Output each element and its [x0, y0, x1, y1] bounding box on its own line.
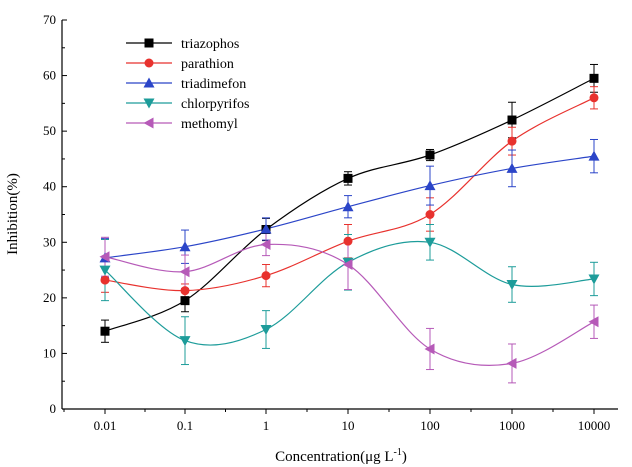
x-tick-label: 1 [263, 418, 270, 433]
data-point-triangle [260, 239, 271, 251]
data-point-triangle [260, 325, 272, 336]
data-point-triangle [99, 265, 111, 276]
data-point-circle [144, 58, 154, 68]
y-tick-label: 30 [43, 234, 56, 249]
x-axis-title: Concentration(μg L-1) [275, 447, 407, 465]
x-tick-label: 10000 [578, 418, 611, 433]
y-axis-title: Inhibition(%) [5, 173, 21, 255]
error-bars [101, 63, 598, 384]
data-point-triangle [143, 77, 155, 88]
data-point-triangle [179, 336, 191, 347]
data-point-square [180, 296, 190, 306]
x-tick-label: 0.01 [94, 418, 117, 433]
data-point-triangle [143, 117, 154, 129]
data-point-triangle [424, 237, 436, 248]
data-point-circle [343, 236, 353, 246]
data-point-triangle [424, 180, 436, 191]
x-axis-title-main: Concentration(μg L [275, 449, 393, 465]
y-tick-label: 60 [43, 68, 56, 83]
x-tick-label: 10 [342, 418, 355, 433]
x-axis-title-sup: -1 [394, 447, 402, 458]
x-axis-title-close: ) [402, 449, 407, 465]
data-point-triangle [506, 162, 518, 173]
data-point-triangle [179, 266, 190, 278]
data-point-square [425, 150, 435, 160]
legend-label: triazophos [181, 37, 239, 52]
data-point-square [343, 173, 353, 183]
data-point-circle [589, 93, 599, 103]
axis-ticks: 0 10 20 30 40 50 60 70 0.01 0.1 1 10 100 1000 10000 [43, 12, 610, 433]
data-point-triangle [179, 241, 191, 252]
data-point-triangle [342, 259, 353, 271]
series-lines [104, 77, 595, 367]
data-point-circle [100, 275, 110, 285]
y-tick-label: 10 [43, 345, 56, 360]
x-tick-label: 0.1 [177, 418, 193, 433]
data-point-triangle [506, 357, 517, 369]
data-point-triangle [424, 343, 435, 355]
y-tick-label: 70 [43, 12, 56, 27]
series-line-chlorpyrifos [104, 240, 595, 346]
data-point-triangle [588, 150, 600, 161]
legend-label: methomyl [181, 117, 238, 132]
y-tick-label: 50 [43, 123, 56, 138]
legend: triazophos parathion triadimefon chlorpyrif… [126, 37, 249, 132]
data-point-square [100, 326, 110, 336]
data-point-triangle [342, 201, 354, 212]
data-point-square [589, 73, 599, 83]
data-point-circle [425, 210, 435, 219]
data-point-circle [261, 271, 271, 281]
data-point-square [144, 38, 154, 48]
x-tick-label: 100 [420, 418, 440, 433]
legend-label: triadimefon [181, 77, 246, 92]
data-point-triangle [588, 274, 600, 285]
y-tick-label: 0 [50, 401, 57, 416]
series-markers [99, 73, 600, 369]
data-point-triangle [506, 280, 518, 291]
data-point-triangle [260, 223, 272, 234]
y-tick-label: 20 [43, 290, 56, 305]
legend-label: chlorpyrifos [181, 97, 249, 112]
data-point-circle [180, 286, 190, 296]
y-tick-label: 40 [43, 179, 56, 194]
data-point-triangle [143, 98, 155, 109]
axes [61, 20, 618, 410]
data-point-triangle [99, 251, 110, 263]
x-tick-label: 1000 [499, 418, 525, 433]
data-point-circle [507, 136, 517, 146]
data-point-square [507, 115, 517, 125]
legend-label: parathion [181, 57, 234, 72]
data-point-triangle [588, 316, 599, 328]
